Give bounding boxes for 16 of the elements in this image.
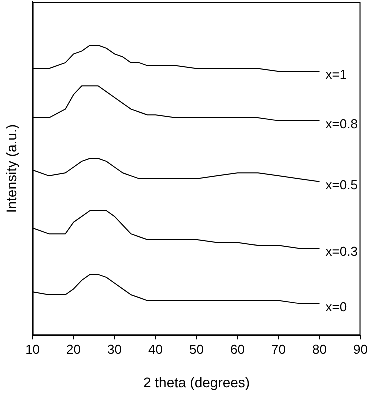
series-label: x=0.8 [326,116,358,132]
x-tick-label: 30 [108,342,122,357]
x-tick-label: 50 [190,342,204,357]
x-tick-label: 80 [312,342,328,357]
x-tick-label: 40 [148,342,164,357]
series-label: x=1 [326,67,348,82]
x-axis-title: 2 theta (degrees) [143,374,250,390]
x-tick-label: 20 [66,342,82,357]
series-label: x=0 [326,299,348,314]
series-label: x=0.3 [326,244,358,260]
series-label: x=0.5 [326,177,358,192]
x-tick-label: 70 [272,342,286,357]
x-tick-label: 10 [26,342,40,357]
x-tick-label: 60 [230,342,246,357]
y-axis-title: Intensity (a.u.) [3,124,20,214]
x-tick-label: 90 [354,342,368,357]
